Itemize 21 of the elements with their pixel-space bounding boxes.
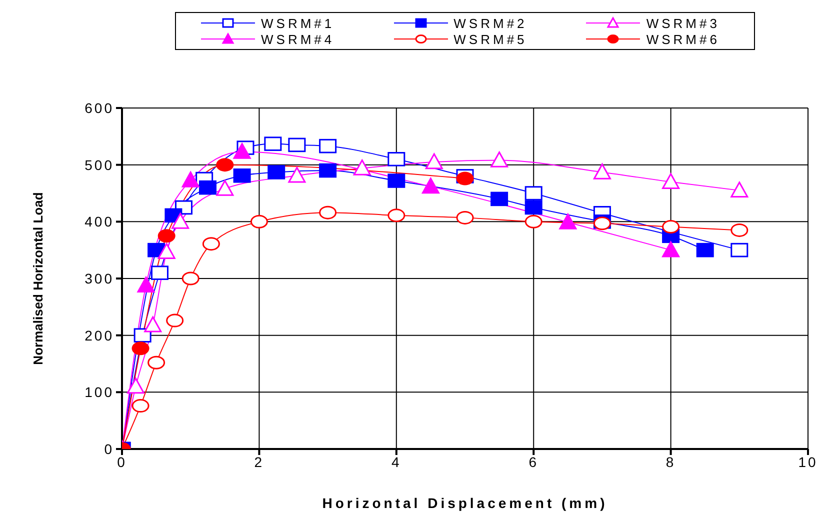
legend-label: WSRM#5 bbox=[454, 32, 528, 46]
legend-label: WSRM#6 bbox=[646, 32, 720, 46]
x-tick-label: 8 bbox=[666, 454, 676, 470]
legend-label: WSRM#3 bbox=[646, 16, 720, 30]
x-axis-title: Horizontal Displacement (mm) bbox=[322, 495, 608, 511]
y-tick-label: 500 bbox=[84, 156, 114, 173]
y-tick-label: 600 bbox=[84, 100, 114, 116]
x-tick-label: 0 bbox=[117, 454, 127, 470]
x-tick-label: 6 bbox=[528, 454, 538, 470]
legend-label: WSRM#2 bbox=[454, 16, 528, 30]
x-tick-label: 4 bbox=[392, 454, 402, 470]
y-tick-label: 400 bbox=[84, 214, 114, 230]
y-tick-label: 200 bbox=[84, 327, 114, 344]
legend-label: WSRM#4 bbox=[261, 32, 335, 46]
x-tick-label: 2 bbox=[254, 454, 264, 470]
x-tick-label: 10 bbox=[798, 454, 818, 470]
y-tick-label: 0 bbox=[104, 440, 114, 457]
y-tick-label: 300 bbox=[84, 270, 114, 286]
legend-label: WSRM#1 bbox=[261, 16, 335, 30]
y-axis-title: Normalised Horizontal Load bbox=[30, 192, 46, 365]
y-tick-label: 100 bbox=[84, 384, 114, 400]
